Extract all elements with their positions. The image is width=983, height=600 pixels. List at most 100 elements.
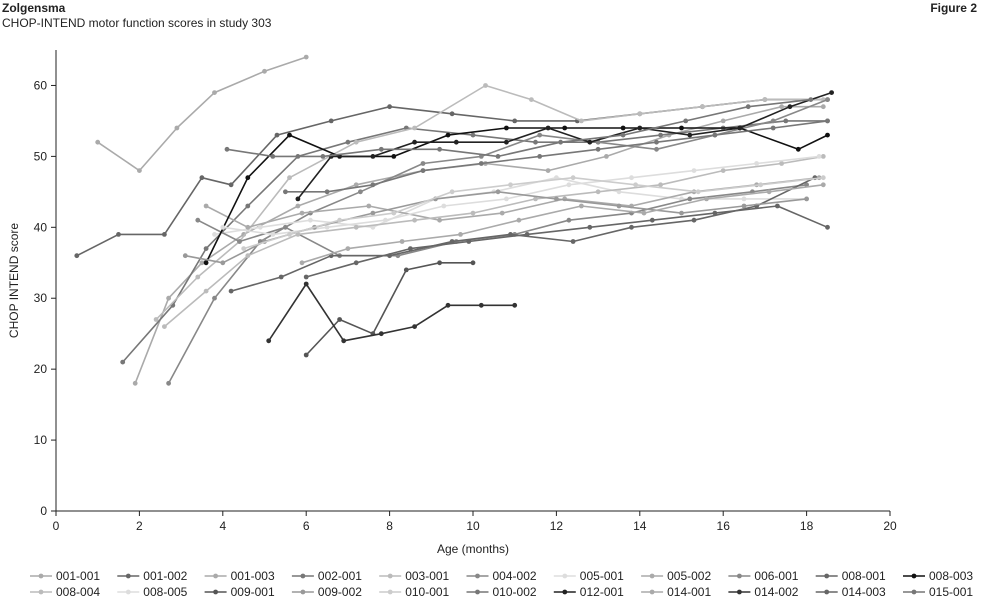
legend-item: 005-002 (641, 569, 711, 583)
data-point (199, 260, 205, 266)
data-point (641, 210, 647, 216)
legend-marker (911, 589, 917, 595)
data-point (758, 182, 764, 188)
series-006-001 (195, 182, 809, 259)
data-point (383, 217, 388, 223)
legend-marker (737, 589, 742, 595)
series-001-002 (74, 97, 830, 259)
data-point (508, 182, 513, 188)
data-point (370, 182, 376, 188)
legend-label: 010-002 (493, 585, 537, 599)
data-point (228, 288, 234, 294)
data-point (324, 224, 330, 230)
data-point (449, 189, 455, 195)
legend-label: 014-003 (842, 585, 886, 599)
data-point (412, 139, 417, 145)
brand-name: Zolgensma (2, 1, 66, 15)
data-point (691, 168, 697, 174)
legend-label: 012-001 (580, 585, 624, 599)
data-point (504, 196, 509, 202)
data-point (470, 132, 476, 138)
data-point (262, 68, 267, 74)
data-point (408, 246, 413, 252)
legend-marker (125, 573, 131, 579)
data-point (533, 139, 538, 145)
x-tick-label: 20 (883, 519, 897, 533)
x-tick-label: 16 (717, 519, 731, 533)
data-point (212, 295, 217, 301)
series-003-001 (153, 83, 826, 322)
legend-item: 005-001 (553, 569, 624, 583)
data-point (132, 380, 138, 386)
data-point (825, 224, 830, 230)
data-point (679, 125, 684, 131)
legend-item: 015-001 (903, 585, 973, 599)
data-point (195, 274, 201, 280)
data-point (303, 281, 309, 287)
data-point (303, 352, 309, 358)
x-tick-label: 0 (53, 519, 60, 533)
data-point (658, 132, 663, 138)
data-point (195, 217, 201, 223)
data-point (203, 288, 209, 294)
series-012-001 (295, 90, 834, 202)
x-tick-label: 2 (136, 519, 143, 533)
legend-label: 014-001 (667, 585, 711, 599)
data-point (287, 132, 292, 138)
data-point (762, 97, 768, 102)
series-line (305, 205, 828, 278)
series-line (134, 105, 824, 384)
data-point (412, 217, 417, 223)
data-point (820, 175, 826, 181)
data-point (775, 203, 780, 209)
data-point (766, 189, 772, 195)
data-point (303, 54, 309, 60)
legend-item: 004-002 (466, 569, 537, 583)
data-point (478, 302, 484, 308)
data-point (537, 154, 543, 159)
data-point (74, 253, 80, 259)
x-tick-label: 6 (303, 519, 310, 533)
series-010-001 (241, 175, 826, 252)
data-point (353, 224, 359, 230)
legend-item: 008-005 (117, 585, 188, 599)
legend-item: 014-002 (728, 585, 799, 599)
data-point (829, 90, 834, 95)
legend-marker (475, 589, 480, 595)
data-point (420, 161, 426, 166)
data-point (587, 224, 593, 230)
y-tick-label: 30 (34, 291, 48, 305)
y-axis-ticks: 0 10 20 30 40 50 60 (34, 78, 56, 518)
data-point (629, 175, 634, 181)
data-point (370, 154, 376, 159)
legend-label: 008-005 (143, 585, 187, 599)
series-line (301, 184, 824, 264)
data-point (820, 104, 826, 110)
data-point (566, 182, 572, 188)
data-point (770, 125, 776, 131)
x-tick-label: 18 (800, 519, 814, 533)
data-point (587, 139, 593, 145)
data-point (203, 260, 209, 266)
x-tick-label: 14 (633, 519, 647, 533)
data-point (299, 260, 305, 266)
legend-marker (38, 589, 44, 595)
series-014-003 (303, 203, 830, 280)
legend-marker (475, 573, 480, 579)
series-line (197, 184, 807, 257)
legend-marker (562, 573, 568, 579)
data-point (445, 132, 451, 138)
data-point (453, 139, 459, 145)
legend-label: 004-002 (493, 569, 537, 583)
data-point (712, 132, 718, 138)
data-point (512, 118, 518, 124)
data-point (741, 203, 747, 209)
data-point (595, 146, 601, 152)
data-point (299, 210, 305, 216)
data-point (499, 210, 505, 216)
legend-marker (649, 589, 655, 595)
legend-label: 015-001 (929, 585, 973, 599)
legend-label: 009-002 (318, 585, 362, 599)
series-line (122, 120, 828, 363)
data-point (182, 253, 188, 259)
